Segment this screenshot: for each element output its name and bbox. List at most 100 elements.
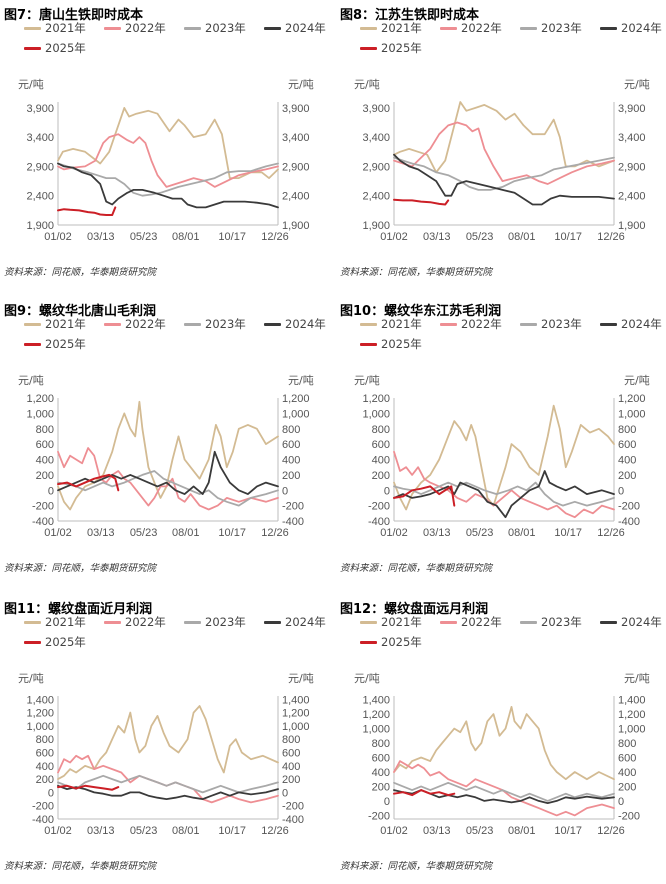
y-tick-label-right: 3,400	[618, 132, 646, 144]
x-tick-label: 05/23	[130, 231, 158, 243]
y-tick-label-left: -200	[32, 501, 54, 513]
y-tick-label-right: -400	[282, 516, 304, 528]
legend-swatch	[360, 323, 377, 326]
chart-svg: -400 -400 -200 -200 0 0 200 200 400 400 600 600 800 8…	[26, 393, 309, 539]
source-note: 资料来源：同花顺，华泰期货研究院	[340, 563, 493, 574]
legend-item-2021: 2021年	[360, 20, 422, 36]
y-tick-label-left: 1,000	[26, 721, 54, 733]
y-tick-label-left: 200	[372, 470, 390, 482]
series-line-2021	[57, 400, 279, 511]
legend-item-2023: 2023年	[520, 614, 582, 630]
legend-swatch	[24, 343, 41, 346]
x-tick-label: 03/13	[87, 825, 115, 837]
legend-swatch	[520, 323, 537, 326]
y-tick-label-right: 800	[282, 734, 300, 746]
y-unit-left: 元/吨	[18, 78, 44, 91]
legend-swatch	[520, 621, 537, 624]
y-tick-label-right: 600	[618, 753, 636, 765]
x-tick-label: 12/26	[597, 231, 625, 243]
legend-item-2021: 2021年	[360, 316, 422, 332]
chart-title: 图9：螺纹华北唐山毛利润	[4, 304, 157, 319]
x-tick-label: 08/01	[508, 231, 536, 243]
x-tick-label: 01/02	[380, 825, 408, 837]
y-tick-label-right: 200	[618, 781, 636, 793]
series-line-2023	[393, 481, 615, 507]
legend-swatch	[24, 323, 41, 326]
y-tick-label-left: 2,400	[362, 191, 390, 203]
x-tick-label: 10/17	[554, 825, 582, 837]
series-line-2021	[393, 404, 615, 511]
x-tick-label: 05/23	[466, 825, 494, 837]
legend-swatch	[600, 323, 617, 326]
x-tick-label: 10/17	[218, 231, 246, 243]
y-tick-label-left: 800	[36, 734, 54, 746]
chart-title: 图8：江苏生铁即时成本	[340, 8, 480, 23]
legend-swatch	[24, 641, 41, 644]
legend-label: 2025年	[381, 635, 422, 649]
y-tick-label-right: -200	[618, 810, 640, 822]
legend-label: 2023年	[541, 615, 582, 629]
y-tick-label-right: 3,900	[282, 103, 310, 115]
y-tick-label-left: 1,400	[26, 694, 54, 706]
y-tick-label-left: -200	[368, 501, 390, 513]
legend-item-2024: 2024年	[264, 316, 326, 332]
legend-item-2023: 2023年	[520, 316, 582, 332]
y-unit-left: 元/吨	[354, 78, 380, 91]
x-tick-label: 01/02	[44, 825, 72, 837]
legend-label: 2022年	[461, 21, 502, 35]
y-tick-label-right: 1,200	[282, 708, 310, 720]
x-tick-label: 08/01	[172, 231, 200, 243]
x-tick-label: 08/01	[508, 527, 536, 539]
series-line-2022	[393, 450, 615, 519]
y-unit-right: 元/吨	[624, 78, 650, 91]
series-line-2023	[393, 156, 615, 191]
y-tick-label-left: 1,000	[26, 408, 54, 420]
legend-label: 2022年	[125, 317, 166, 331]
legend-item-2025: 2025年	[24, 336, 86, 352]
legend-label: 2025年	[381, 337, 422, 351]
legend-label: 2021年	[45, 21, 86, 35]
y-tick-label-left: 400	[36, 761, 54, 773]
y-tick-label-right: 1,000	[282, 721, 310, 733]
y-tick-label-right: 0	[618, 796, 624, 808]
series-line-2021	[393, 705, 615, 781]
series-line-2025	[57, 784, 120, 791]
y-tick-label-left: 800	[372, 738, 390, 750]
legend-label: 2025年	[45, 635, 86, 649]
x-tick-label: 01/02	[380, 231, 408, 243]
legend-item-2021: 2021年	[24, 614, 86, 630]
series-line-2023	[57, 774, 279, 794]
y-tick-label-left: 3,900	[362, 103, 390, 115]
chart-svg: 1,900 1,900 2,400 2,400 2,900 2,900 3,400 3,400…	[362, 101, 646, 243]
legend-swatch	[600, 27, 617, 30]
x-tick-label: 12/26	[261, 825, 289, 837]
y-tick-label-right: 2,400	[618, 191, 646, 203]
x-tick-label: 03/13	[423, 527, 451, 539]
y-tick-label-left: 200	[36, 774, 54, 786]
y-tick-label-left: -200	[32, 801, 54, 813]
legend-item-2022: 2022年	[440, 614, 502, 630]
y-tick-label-right: 1,900	[282, 220, 310, 232]
legend-label: 2024年	[621, 615, 662, 629]
legend-label: 2024年	[285, 21, 326, 35]
x-tick-label: 12/26	[597, 527, 625, 539]
legend-swatch	[24, 621, 41, 624]
series-line-2022	[57, 754, 279, 804]
series-line-2024	[57, 162, 279, 209]
y-tick-label-left: 400	[372, 455, 390, 467]
x-tick-label: 03/13	[87, 231, 115, 243]
y-tick-label-right: 800	[618, 738, 636, 750]
x-tick-label: 12/26	[261, 231, 289, 243]
y-tick-label-left: -400	[368, 516, 390, 528]
source-note: 资料来源：同花顺，华泰期货研究院	[4, 861, 157, 872]
legend-label: 2022年	[461, 317, 502, 331]
legend-swatch	[24, 47, 41, 50]
y-unit-right: 元/吨	[624, 374, 650, 387]
legend-item-2025: 2025年	[360, 336, 422, 352]
legend-swatch	[264, 621, 281, 624]
y-tick-label-left: 1,900	[362, 220, 390, 232]
chart-title: 图12：螺纹盘面远月利润	[340, 602, 489, 617]
series-line-2025	[393, 485, 456, 507]
y-tick-label-left: 1,000	[362, 408, 390, 420]
y-tick-label-left: 2,900	[26, 161, 54, 173]
